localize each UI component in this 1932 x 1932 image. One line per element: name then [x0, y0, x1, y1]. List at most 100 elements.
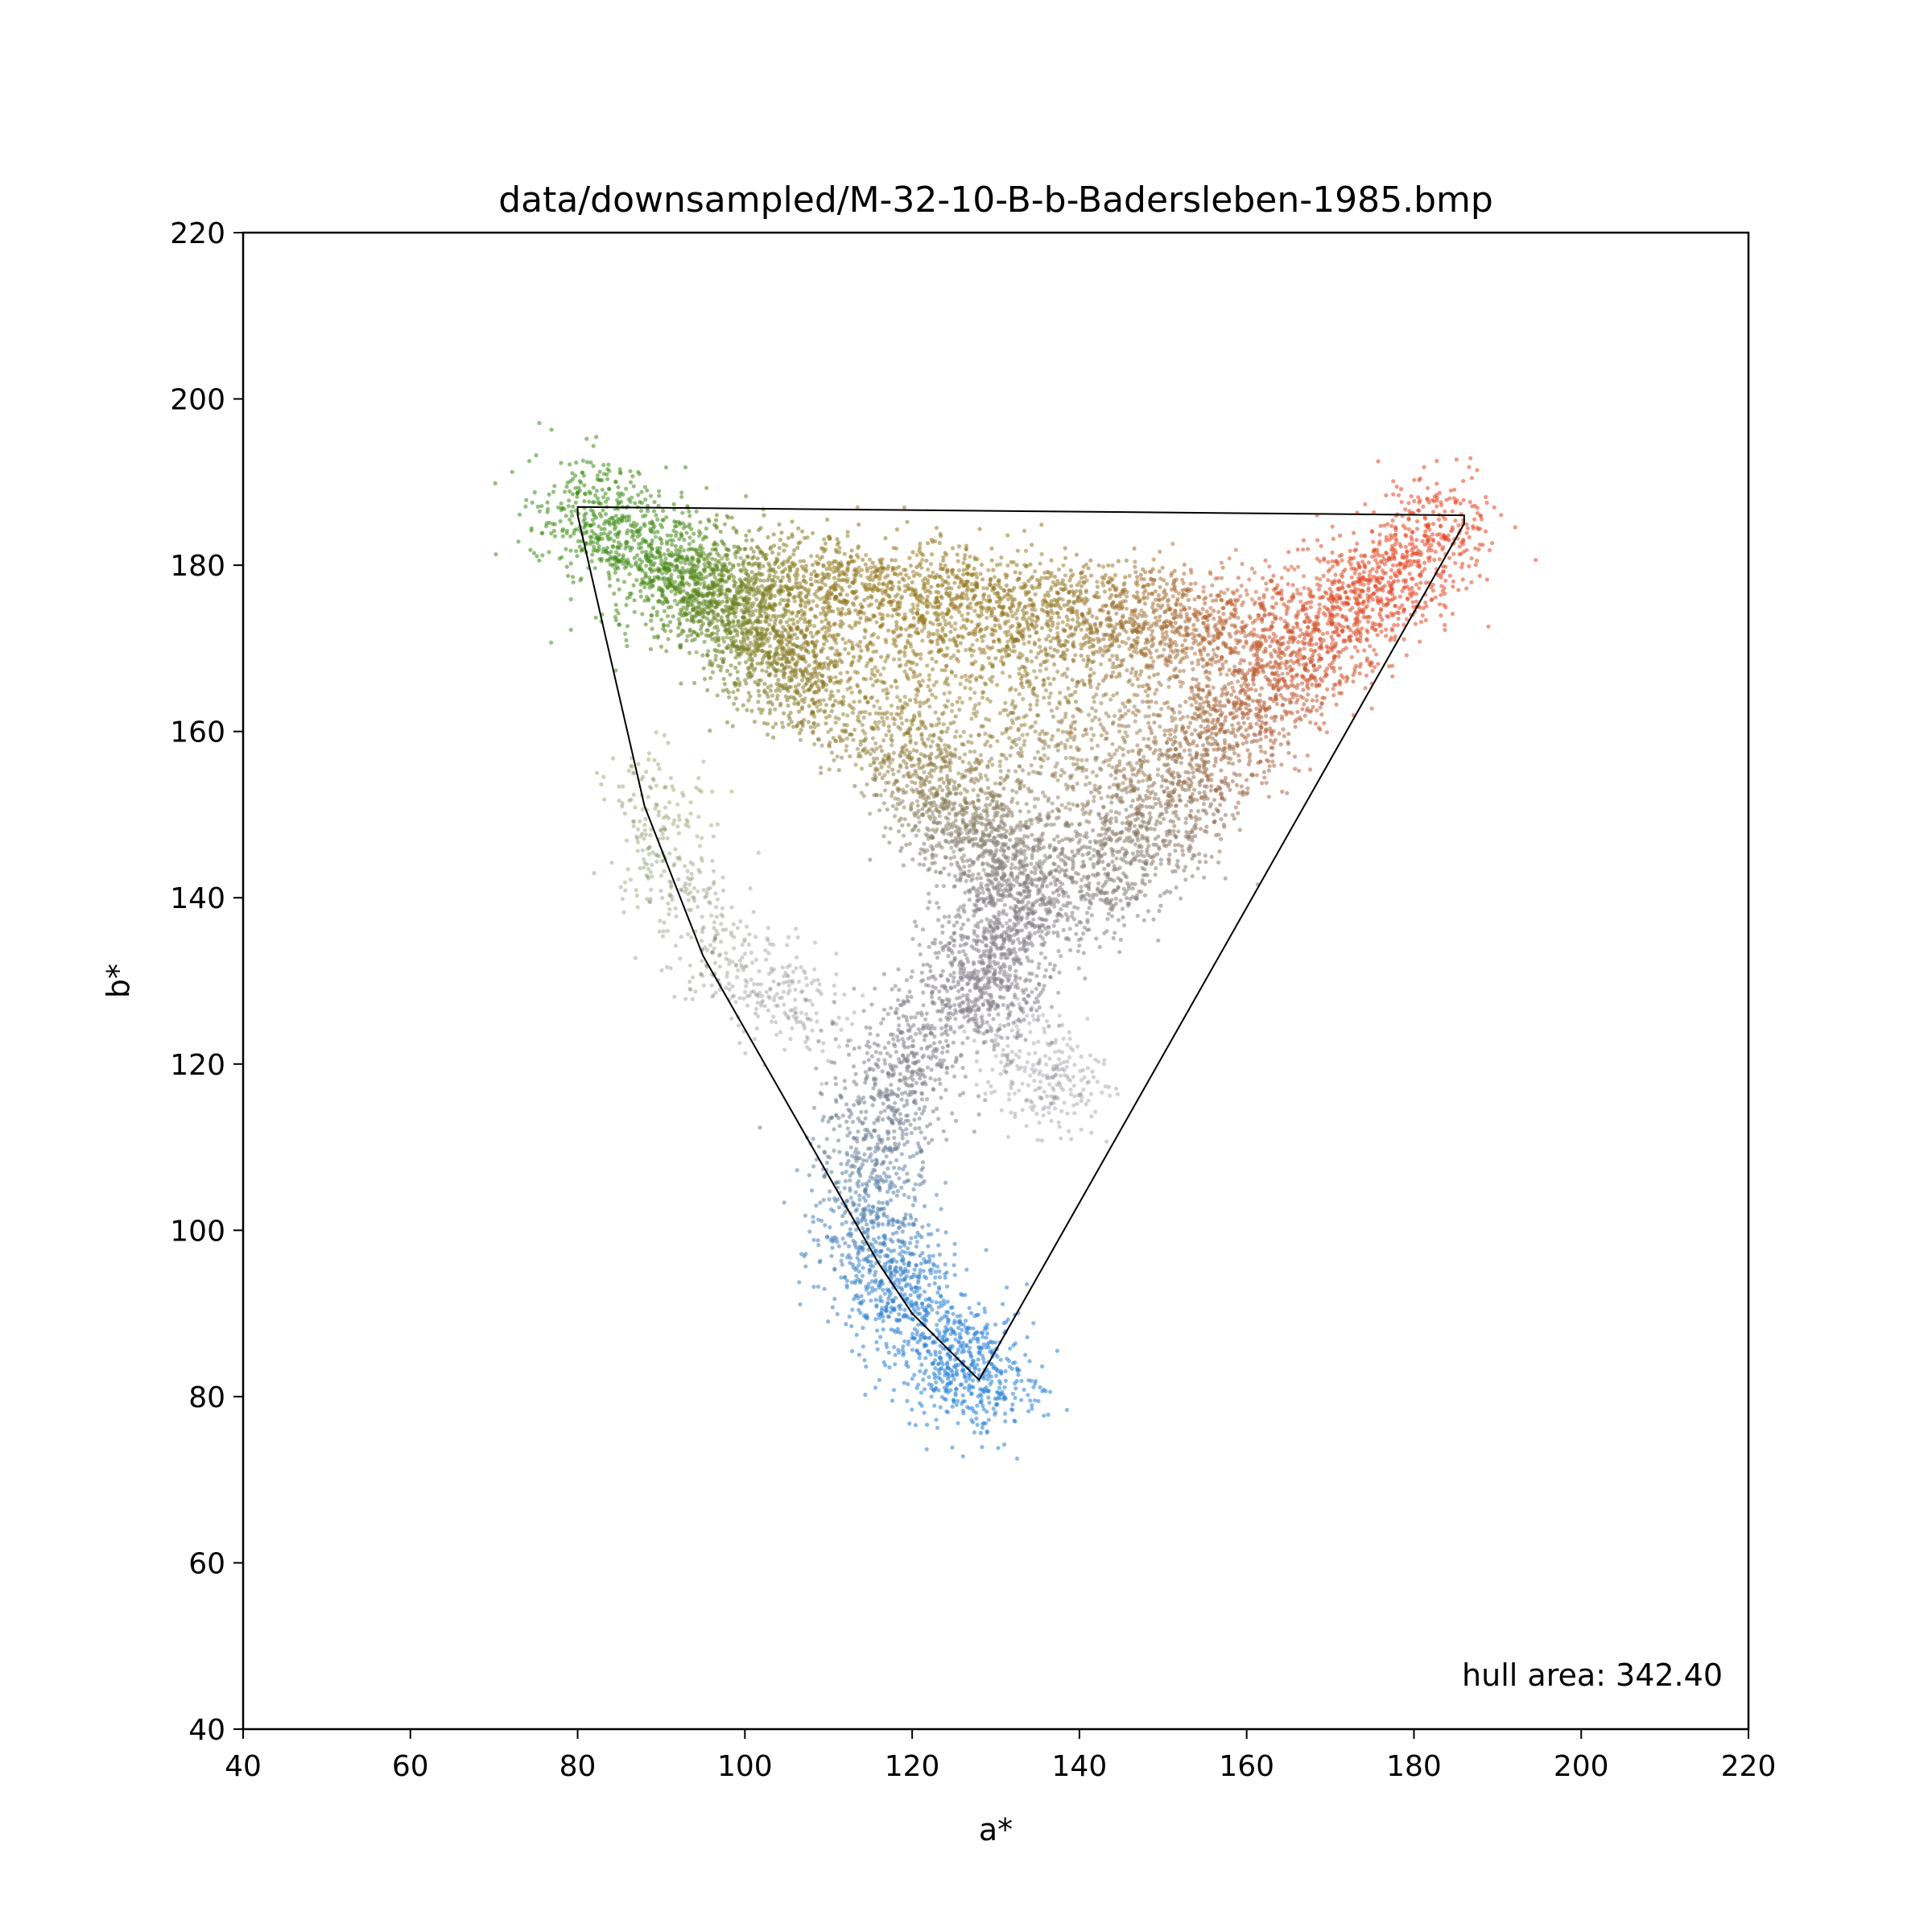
scatter-point	[1377, 624, 1382, 629]
scatter-point	[1127, 616, 1133, 621]
scatter-point	[783, 683, 788, 687]
scatter-point	[1356, 563, 1361, 568]
scatter-point	[681, 629, 686, 634]
scatter-point	[761, 594, 766, 599]
scatter-point	[894, 612, 900, 617]
scatter-point	[656, 576, 661, 581]
scatter-point	[764, 628, 769, 633]
scatter-point	[1081, 636, 1087, 641]
scatter-point	[731, 620, 736, 625]
scatter-point	[597, 544, 601, 549]
scatter-point	[1469, 580, 1474, 584]
scatter-point	[721, 639, 727, 644]
scatter-point	[937, 540, 942, 546]
scatter-point	[808, 630, 813, 635]
scatter-point	[683, 464, 688, 470]
scatter-point	[1083, 641, 1088, 646]
scatter-point	[915, 603, 920, 608]
scatter-point	[790, 535, 795, 539]
scatter-point	[1468, 500, 1472, 505]
scatter-point	[867, 582, 872, 588]
scatter-point	[994, 600, 999, 605]
scatter-point	[559, 555, 564, 559]
scatter-point	[928, 590, 933, 595]
scatter-point	[1216, 658, 1221, 663]
scatter-point	[1430, 510, 1436, 514]
scatter-point	[791, 617, 795, 622]
scatter-point	[1467, 464, 1472, 469]
scatter-point	[708, 729, 712, 733]
scatter-point	[777, 546, 782, 551]
scatter-point	[768, 596, 774, 601]
scatter-point	[726, 587, 731, 592]
scatter-point	[771, 532, 776, 537]
scatter-point	[839, 585, 844, 590]
scatter-point	[828, 679, 832, 683]
scatter-point	[760, 657, 766, 662]
scatter-point	[624, 486, 629, 491]
scatter-point	[671, 538, 675, 543]
scatter-point	[1461, 497, 1466, 502]
scatter-point	[1390, 563, 1396, 568]
scatter-point	[1323, 669, 1328, 674]
scatter-point	[883, 535, 888, 541]
scatter-point	[1129, 653, 1133, 658]
scatter-point	[624, 638, 629, 643]
scatter-point	[640, 550, 645, 555]
scatter-point	[819, 673, 825, 678]
scatter-point	[865, 596, 870, 601]
scatter-point	[677, 522, 683, 526]
scatter-point	[961, 568, 966, 572]
scatter-point	[796, 526, 801, 530]
scatter-point	[1391, 551, 1396, 555]
scatter-point	[1417, 509, 1422, 514]
scatter-point	[702, 535, 707, 539]
scatter-point	[1269, 696, 1274, 701]
scatter-point	[716, 612, 720, 617]
scatter-point	[764, 619, 769, 625]
scatter-point	[577, 544, 582, 549]
scatter-point	[1375, 633, 1380, 638]
scatter-point	[1426, 538, 1431, 543]
scatter-point	[1486, 624, 1491, 629]
scatter-point	[742, 678, 748, 683]
scatter-point	[857, 522, 861, 527]
scatter-point	[803, 604, 808, 609]
scatter-point	[1376, 662, 1381, 667]
scatter-point	[807, 663, 811, 668]
scatter-point	[939, 567, 944, 572]
scatter-point	[570, 513, 575, 518]
scatter-point	[803, 564, 809, 568]
scatter-point	[1075, 609, 1080, 613]
scatter-point	[1326, 559, 1331, 565]
scatter-point	[972, 566, 976, 572]
scatter-point	[612, 539, 617, 543]
scatter-point	[1435, 573, 1441, 578]
scatter-point	[726, 547, 731, 553]
scatter-point	[1395, 622, 1400, 628]
scatter-point	[1245, 786, 1250, 791]
scatter-point	[1340, 675, 1346, 680]
scatter-point	[1448, 529, 1454, 534]
scatter-point	[1203, 601, 1208, 606]
scatter-point	[1026, 622, 1030, 627]
scatter-point	[733, 680, 738, 685]
scatter-point	[1051, 676, 1056, 682]
scatter-point	[1252, 738, 1257, 744]
scatter-point	[1248, 752, 1253, 757]
scatter-point	[1394, 485, 1399, 489]
scatter-point	[869, 565, 873, 570]
scatter-point	[1309, 708, 1314, 713]
scatter-point	[758, 526, 763, 530]
scatter-point	[671, 614, 675, 619]
scatter-point	[659, 525, 665, 530]
scatter-point	[756, 619, 761, 624]
scatter-point	[853, 608, 858, 613]
scatter-point	[745, 555, 750, 559]
scatter-point	[778, 538, 783, 543]
scatter-point	[704, 485, 709, 490]
scatter-point	[1017, 576, 1022, 581]
scatter-point	[666, 605, 671, 610]
scatter-point	[778, 601, 782, 606]
scatter-point	[592, 544, 597, 550]
